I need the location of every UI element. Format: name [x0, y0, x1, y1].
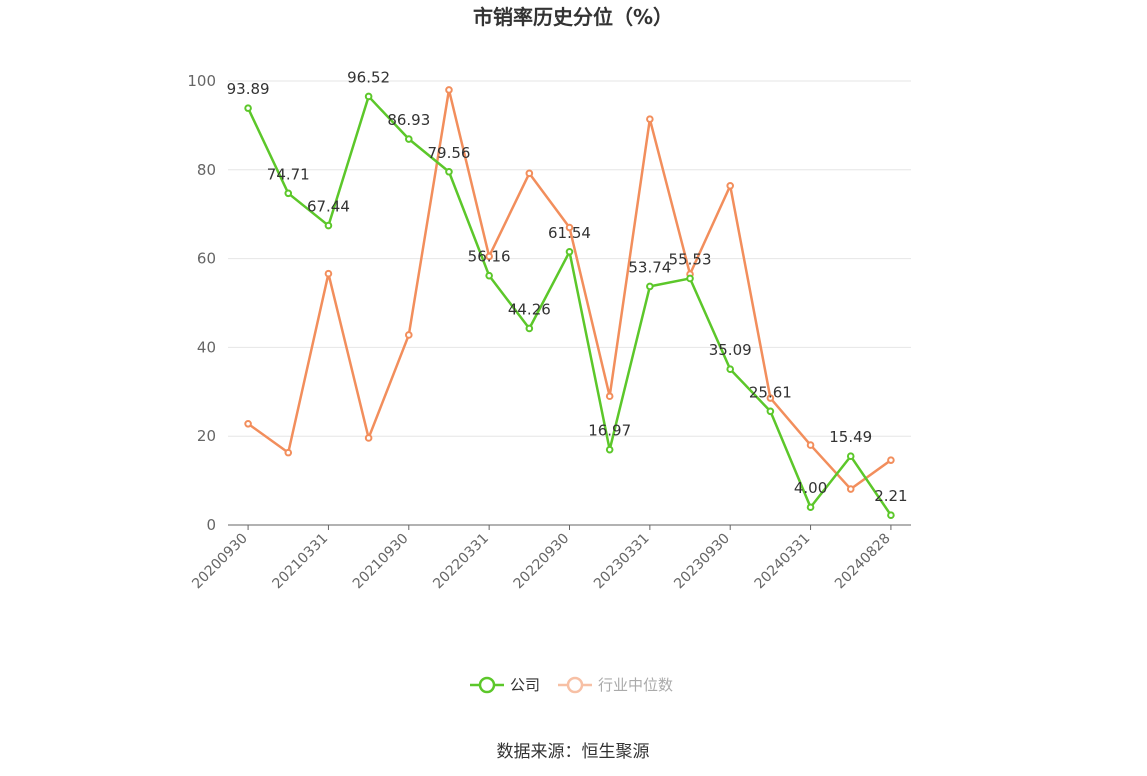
x-tick-label: 20240828	[832, 531, 894, 593]
data-point[interactable]	[565, 247, 574, 256]
legend-label: 公司	[510, 676, 540, 694]
data-point[interactable]	[284, 189, 293, 198]
data-label: 79.56	[427, 144, 470, 162]
data-point[interactable]	[244, 104, 252, 112]
data-label: 93.89	[227, 80, 270, 98]
data-point[interactable]	[525, 169, 534, 178]
data-point[interactable]	[485, 252, 493, 261]
data-point[interactable]	[445, 86, 453, 94]
x-tick-label: 20200930	[189, 531, 251, 593]
data-point[interactable]	[646, 282, 654, 291]
data-label: 96.52	[347, 68, 390, 86]
data-point[interactable]	[726, 365, 735, 374]
y-tick-label: 40	[197, 338, 216, 356]
data-labels: 93.89 74.71 67.44 96.52 86.93 79.56 56.16 44.26…	[227, 68, 908, 505]
data-point[interactable]	[565, 223, 574, 232]
legend[interactable]: 公司 行业中位数	[470, 676, 673, 694]
y-axis: 0 20 40 60 80 100	[187, 72, 216, 534]
legend-label: 行业中位数	[598, 676, 673, 694]
legend-marker	[478, 676, 496, 694]
x-tick-label: 20230331	[591, 531, 653, 593]
data-point[interactable]	[887, 511, 895, 519]
data-label: 53.74	[628, 258, 671, 276]
x-tick-label: 20230930	[671, 531, 733, 593]
data-label: 25.61	[749, 383, 792, 401]
data-point[interactable]	[485, 271, 493, 280]
data-point[interactable]	[525, 324, 534, 333]
x-tick-label: 20220331	[430, 531, 492, 593]
source-text: 数据来源：恒生聚源	[497, 742, 650, 762]
data-point[interactable]	[806, 441, 815, 449]
chart-title: 市销率历史分位（%）	[473, 5, 673, 29]
data-label: 4.00	[794, 479, 827, 497]
data-label: 61.54	[548, 224, 591, 242]
data-point[interactable]	[244, 419, 252, 428]
data-label: 2.21	[874, 487, 907, 505]
series-line	[246, 95, 892, 516]
legend-item[interactable]: 行业中位数	[558, 676, 673, 694]
data-point[interactable]	[766, 407, 775, 416]
data-point[interactable]	[364, 434, 373, 442]
data-label: 44.26	[508, 300, 551, 318]
data-point[interactable]	[404, 331, 413, 339]
legend-marker	[566, 676, 584, 694]
data-label: 86.93	[387, 111, 430, 129]
y-tick-label: 100	[187, 72, 216, 90]
series-group	[244, 86, 895, 519]
data-point[interactable]	[846, 485, 855, 493]
data-point[interactable]	[364, 92, 373, 101]
data-label: 35.09	[709, 341, 752, 359]
data-point[interactable]	[686, 274, 694, 283]
y-tick-label: 80	[197, 161, 216, 179]
series-line	[247, 88, 892, 491]
y-tick-label: 20	[197, 427, 216, 445]
x-tick-label: 20220930	[511, 531, 573, 593]
data-label: 16.97	[588, 422, 631, 440]
data-label: 67.44	[307, 198, 350, 216]
legend-item[interactable]: 公司	[470, 676, 540, 694]
x-tick-label: 20210331	[270, 531, 332, 593]
data-label: 55.53	[669, 250, 712, 268]
data-point[interactable]	[605, 445, 614, 454]
data-label: 15.49	[829, 428, 872, 446]
data-point[interactable]	[887, 456, 895, 464]
data-point[interactable]	[404, 135, 413, 143]
data-point[interactable]	[324, 221, 333, 230]
x-tick-label: 20240331	[752, 531, 814, 593]
data-point[interactable]	[806, 503, 815, 512]
y-tick-label: 60	[197, 250, 216, 268]
data-label: 74.71	[267, 165, 310, 183]
grid-lines	[228, 80, 911, 437]
x-axis: 20200930 20210331 20210930 20220331 20220930…	[189, 524, 911, 593]
data-point[interactable]	[605, 392, 614, 401]
data-point[interactable]	[846, 452, 855, 461]
data-point[interactable]	[766, 394, 775, 402]
y-tick-label: 0	[206, 516, 216, 534]
x-tick-label: 20210930	[350, 531, 412, 593]
data-point[interactable]	[324, 269, 333, 278]
data-point[interactable]	[726, 181, 735, 190]
data-point[interactable]	[445, 167, 453, 176]
data-point[interactable]	[284, 448, 293, 457]
data-point[interactable]	[646, 115, 654, 123]
data-label: 56.16	[468, 248, 511, 266]
